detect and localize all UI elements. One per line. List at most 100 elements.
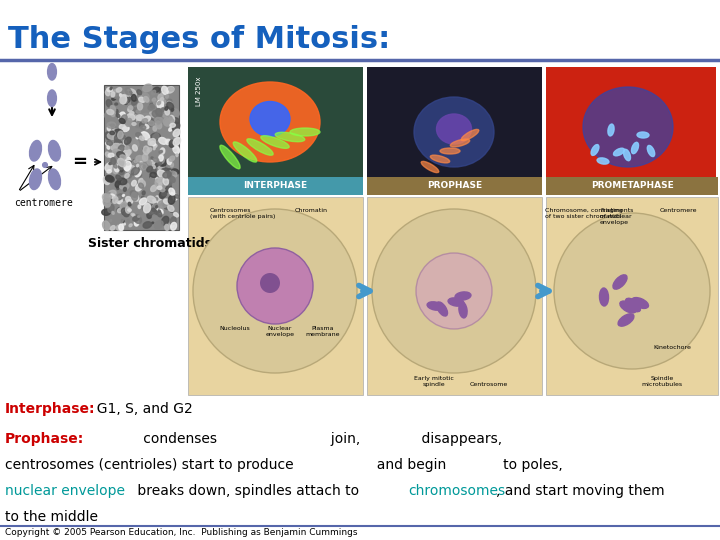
Ellipse shape <box>165 181 169 185</box>
Ellipse shape <box>158 200 168 207</box>
Ellipse shape <box>157 100 163 109</box>
Ellipse shape <box>290 128 320 136</box>
Ellipse shape <box>163 117 169 126</box>
Ellipse shape <box>158 162 164 171</box>
Ellipse shape <box>120 94 122 97</box>
Bar <box>546 67 716 187</box>
Ellipse shape <box>153 119 155 122</box>
Ellipse shape <box>48 169 60 190</box>
Ellipse shape <box>158 154 165 164</box>
Ellipse shape <box>250 102 290 137</box>
Ellipse shape <box>171 118 179 124</box>
Ellipse shape <box>166 182 171 186</box>
Ellipse shape <box>132 193 138 201</box>
Ellipse shape <box>127 200 130 202</box>
Ellipse shape <box>123 140 126 144</box>
Ellipse shape <box>124 156 130 162</box>
Ellipse shape <box>107 141 112 145</box>
Ellipse shape <box>166 87 174 93</box>
Ellipse shape <box>142 165 148 170</box>
Ellipse shape <box>127 89 136 97</box>
Ellipse shape <box>153 158 158 162</box>
Ellipse shape <box>161 217 168 225</box>
Ellipse shape <box>138 163 147 170</box>
Ellipse shape <box>111 92 114 97</box>
Ellipse shape <box>117 152 125 158</box>
Circle shape <box>260 273 280 293</box>
Ellipse shape <box>159 210 163 214</box>
Ellipse shape <box>637 132 649 138</box>
Ellipse shape <box>152 174 154 177</box>
Ellipse shape <box>172 140 176 144</box>
Ellipse shape <box>117 186 119 190</box>
Ellipse shape <box>117 224 124 231</box>
Ellipse shape <box>128 202 131 206</box>
Ellipse shape <box>143 146 149 154</box>
Ellipse shape <box>608 124 614 136</box>
Ellipse shape <box>459 302 467 318</box>
Ellipse shape <box>110 226 115 230</box>
Ellipse shape <box>157 109 163 114</box>
Ellipse shape <box>125 153 128 157</box>
Text: Centrosome: Centrosome <box>470 382 508 387</box>
Ellipse shape <box>173 172 177 177</box>
Ellipse shape <box>148 139 150 141</box>
Ellipse shape <box>168 205 174 212</box>
Ellipse shape <box>112 212 114 214</box>
Ellipse shape <box>148 179 153 185</box>
Ellipse shape <box>112 149 122 156</box>
Ellipse shape <box>233 142 257 162</box>
Ellipse shape <box>171 193 174 195</box>
Ellipse shape <box>165 118 174 126</box>
Ellipse shape <box>105 90 109 96</box>
Ellipse shape <box>121 144 125 151</box>
Ellipse shape <box>120 97 125 103</box>
Ellipse shape <box>114 110 118 114</box>
Ellipse shape <box>117 178 127 185</box>
Ellipse shape <box>106 143 109 146</box>
Ellipse shape <box>163 203 170 210</box>
Ellipse shape <box>153 147 156 150</box>
Ellipse shape <box>126 149 132 153</box>
Circle shape <box>416 253 492 329</box>
Ellipse shape <box>111 129 117 137</box>
Ellipse shape <box>108 142 112 146</box>
Ellipse shape <box>150 103 155 108</box>
Ellipse shape <box>120 202 128 209</box>
Ellipse shape <box>131 97 137 101</box>
Ellipse shape <box>152 111 162 118</box>
Ellipse shape <box>155 221 163 229</box>
Ellipse shape <box>166 116 172 120</box>
Ellipse shape <box>220 82 320 162</box>
Ellipse shape <box>125 207 130 213</box>
Ellipse shape <box>143 147 148 151</box>
Circle shape <box>237 248 313 324</box>
Ellipse shape <box>157 160 161 165</box>
Ellipse shape <box>163 199 170 204</box>
Ellipse shape <box>42 163 48 167</box>
Ellipse shape <box>146 135 148 138</box>
Ellipse shape <box>134 219 138 224</box>
Ellipse shape <box>149 207 153 214</box>
Ellipse shape <box>120 152 122 156</box>
Ellipse shape <box>116 114 120 118</box>
Ellipse shape <box>115 95 122 100</box>
Ellipse shape <box>153 100 163 106</box>
Ellipse shape <box>123 178 127 184</box>
Ellipse shape <box>159 183 162 186</box>
Ellipse shape <box>166 184 171 192</box>
Ellipse shape <box>148 121 154 125</box>
Ellipse shape <box>143 154 148 161</box>
Ellipse shape <box>125 92 130 96</box>
Text: Plasma
membrane: Plasma membrane <box>306 326 341 337</box>
Ellipse shape <box>125 165 131 170</box>
Bar <box>367 177 542 195</box>
Ellipse shape <box>131 167 140 175</box>
Ellipse shape <box>140 198 147 205</box>
Ellipse shape <box>119 161 121 163</box>
Ellipse shape <box>150 172 157 177</box>
Text: INTERPHASE: INTERPHASE <box>243 181 307 191</box>
Ellipse shape <box>163 171 171 178</box>
Ellipse shape <box>414 97 494 167</box>
Ellipse shape <box>160 105 163 107</box>
